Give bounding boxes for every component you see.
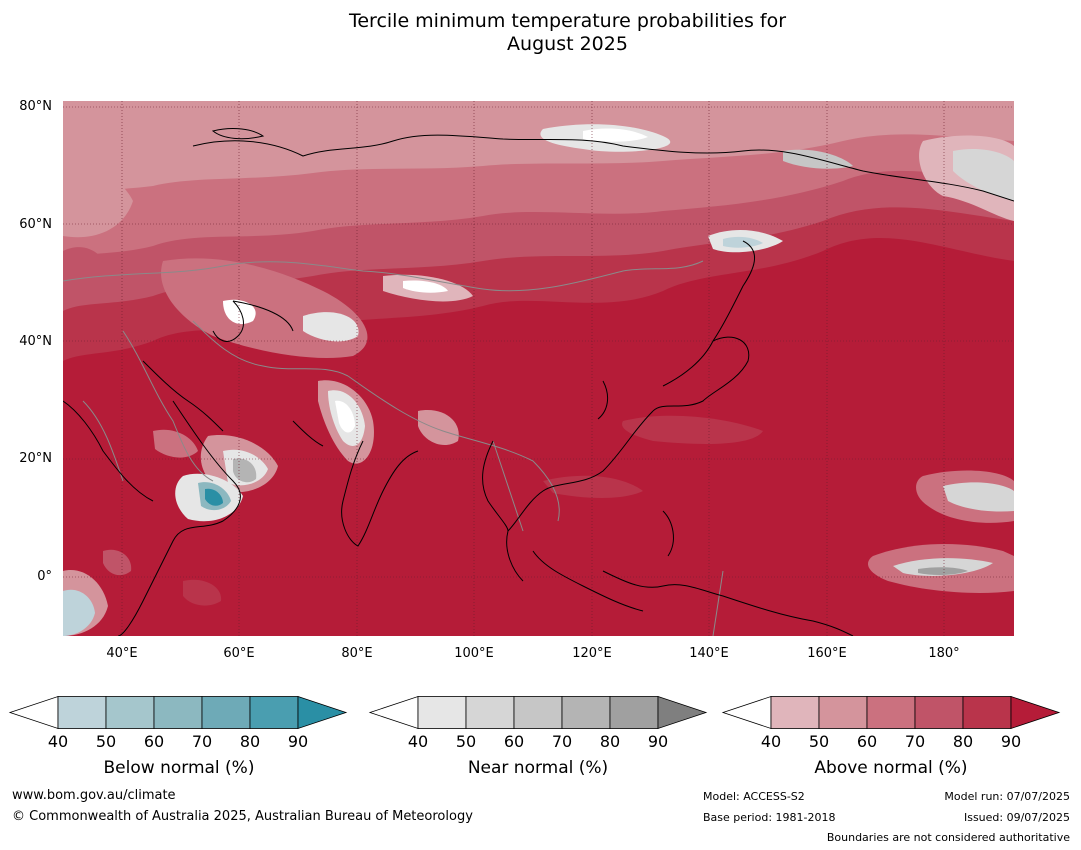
near-colorbar-svg [368, 695, 708, 730]
above-tick-40: 40 [760, 732, 782, 751]
lat-label-40n: 40°N [19, 334, 52, 349]
lon-label-140e: 140°E [689, 646, 729, 661]
below-colorbar-min-triangle [8, 695, 59, 730]
above-colorbar-min-triangle [721, 695, 772, 730]
lat-label-0: 0° [37, 569, 52, 584]
near-normal-colorbar [368, 695, 708, 730]
near-tick-60: 60 [503, 732, 525, 751]
near-tick-50: 50 [455, 732, 477, 751]
lat-label-60n: 60°N [19, 217, 52, 232]
near-normal-title: Near normal (%) [467, 758, 609, 778]
near-tick-40: 40 [407, 732, 429, 751]
coastlines [63, 128, 1014, 636]
below-tick-60: 60 [143, 732, 165, 751]
below-normal-colorbar [8, 695, 348, 730]
above-tick-70: 70 [904, 732, 926, 751]
near-tick-70: 70 [551, 732, 573, 751]
chart-title: Tercile minimum temperature probabilitie… [0, 10, 1081, 56]
probability-map[interactable] [63, 101, 1014, 636]
above-tick-60: 60 [856, 732, 878, 751]
above-colorbar-cell [770, 696, 820, 729]
above-normal-title: Above normal (%) [814, 758, 968, 778]
lon-label-40e: 40°E [106, 646, 138, 661]
pacific-patches [183, 415, 1014, 606]
lon-label-180: 180° [928, 646, 960, 661]
near-colorbar-cell [417, 696, 467, 729]
near-colorbar-cell [513, 696, 563, 729]
below-colorbar-cell [249, 696, 299, 729]
lat-label-80n: 80°N [19, 99, 52, 114]
title-line-1: Tercile minimum temperature probabilitie… [348, 10, 787, 32]
map-svg [63, 101, 1014, 636]
below-tick-40: 40 [47, 732, 69, 751]
title-line-2: August 2025 [507, 33, 628, 55]
model-run-text: Model run: 07/07/2025 [944, 790, 1070, 803]
south-asia-patches [63, 380, 459, 636]
above-normal-colorbar [721, 695, 1061, 730]
below-tick-50: 50 [95, 732, 117, 751]
below-tick-70: 70 [191, 732, 213, 751]
below-colorbar-cell [57, 696, 107, 729]
below-colorbar-cell [201, 696, 251, 729]
near-colorbar-cell [609, 696, 659, 729]
lon-label-80e: 80°E [341, 646, 373, 661]
website-link[interactable]: www.bom.gov.au/climate [12, 788, 176, 803]
central-asia-patches [63, 160, 473, 359]
below-tick-80: 80 [239, 732, 261, 751]
lon-label-60e: 60°E [223, 646, 255, 661]
above-colorbar-cell [866, 696, 916, 729]
below-colorbar-max-triangle [297, 695, 348, 730]
near-colorbar-cell [561, 696, 611, 729]
country-borders [63, 260, 724, 636]
lon-label-100e: 100°E [454, 646, 494, 661]
base-period-text: Base period: 1981-2018 [703, 811, 836, 824]
below-tick-90: 90 [287, 732, 309, 751]
above-tick-50: 50 [808, 732, 830, 751]
lon-label-120e: 120°E [572, 646, 612, 661]
below-colorbar-cell [105, 696, 155, 729]
lon-label-160e: 160°E [807, 646, 847, 661]
below-colorbar-cell [153, 696, 203, 729]
above-colorbar-svg [721, 695, 1061, 730]
near-colorbar-min-triangle [368, 695, 419, 730]
above-colorbar-cell [962, 696, 1012, 729]
graticule [63, 101, 1014, 636]
model-text: Model: ACCESS-S2 [703, 790, 805, 803]
above-colorbar-max-triangle [1010, 695, 1061, 730]
below-normal-title: Below normal (%) [103, 758, 255, 778]
above-tick-90: 90 [1000, 732, 1022, 751]
below-colorbar-svg [8, 695, 348, 730]
near-tick-80: 80 [599, 732, 621, 751]
copyright-text: © Commonwealth of Australia 2025, Austra… [12, 809, 473, 824]
above-colorbar-cell [914, 696, 964, 729]
above-tick-80: 80 [952, 732, 974, 751]
lat-label-20n: 20°N [19, 451, 52, 466]
near-colorbar-max-triangle [657, 695, 708, 730]
near-tick-90: 90 [647, 732, 669, 751]
disclaimer-text: Boundaries are not considered authoritat… [826, 831, 1070, 844]
above-colorbar-cell [818, 696, 868, 729]
near-colorbar-cell [465, 696, 515, 729]
issued-text: Issued: 09/07/2025 [963, 811, 1070, 824]
